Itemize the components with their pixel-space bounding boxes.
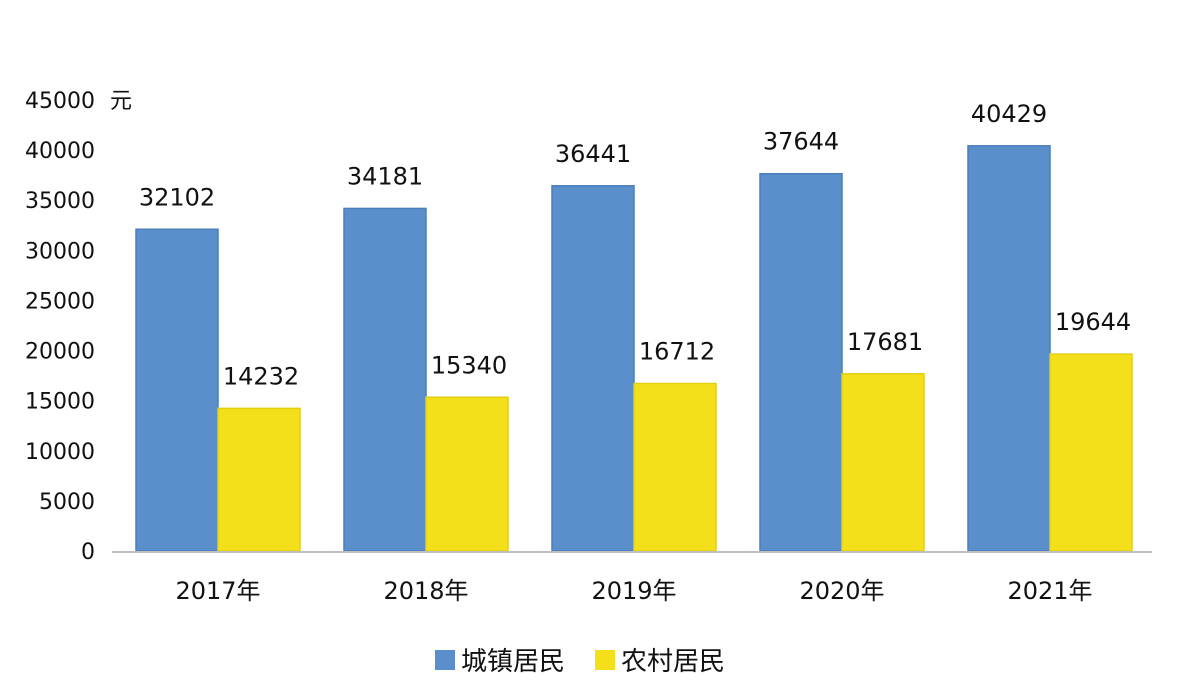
bar-urban-2021年 xyxy=(967,145,1051,552)
bar-rural-2020年 xyxy=(841,373,925,552)
legend-swatch-urban xyxy=(435,650,455,670)
bar-urban-2018年 xyxy=(343,207,427,552)
bar-rural-2021年 xyxy=(1049,353,1133,552)
data-label-urban: 36441 xyxy=(555,140,631,168)
data-label-urban: 34181 xyxy=(347,162,423,190)
bar-urban-2019年 xyxy=(551,185,635,552)
x-axis: 2017年 2018年 2019年 2020年 2021年 xyxy=(175,577,1092,605)
bar-rural-2017年 xyxy=(217,407,301,552)
bar-urban-2020年 xyxy=(759,172,843,552)
y-tick-label: 0 xyxy=(81,540,95,565)
bar-urban-2017年 xyxy=(135,228,219,552)
bars: 32102 14232 34181 15340 36441 16712 37644 17681… xyxy=(135,100,1133,552)
data-label-rural: 15340 xyxy=(431,351,507,379)
y-tick-label: 35000 xyxy=(25,189,95,214)
data-label-urban: 37644 xyxy=(763,128,839,156)
y-tick-label: 10000 xyxy=(25,440,95,465)
y-tick-label: 30000 xyxy=(25,239,95,264)
data-label-rural: 16712 xyxy=(639,338,715,366)
bar-rural-2019年 xyxy=(633,382,717,552)
y-tick-label: 40000 xyxy=(25,139,95,164)
legend: 城镇居民 农村居民 xyxy=(435,647,725,677)
y-axis-unit: 元 xyxy=(110,89,132,114)
x-category-label: 2020年 xyxy=(799,577,884,605)
bar-rural-2018年 xyxy=(425,396,509,552)
y-tick-label: 15000 xyxy=(25,390,95,415)
y-axis: 0 5000 10000 15000 20000 25000 30000 35000 40000… xyxy=(25,89,95,565)
data-label-urban: 32102 xyxy=(139,183,215,211)
y-tick-label: 5000 xyxy=(39,490,95,515)
y-tick-label: 25000 xyxy=(25,289,95,314)
y-tick-label: 20000 xyxy=(25,340,95,365)
data-label-urban: 40429 xyxy=(971,100,1047,128)
data-label-rural: 17681 xyxy=(847,328,923,356)
x-category-label: 2021年 xyxy=(1007,577,1092,605)
data-label-rural: 19644 xyxy=(1055,308,1131,336)
legend-swatch-rural xyxy=(595,650,615,670)
x-category-label: 2018年 xyxy=(383,577,468,605)
x-category-label: 2019年 xyxy=(591,577,676,605)
legend-label-urban: 城镇居民 xyxy=(461,647,565,677)
legend-label-rural: 农村居民 xyxy=(621,647,725,677)
data-label-rural: 14232 xyxy=(223,362,299,390)
x-category-label: 2017年 xyxy=(175,577,260,605)
y-tick-label: 45000 xyxy=(25,89,95,114)
